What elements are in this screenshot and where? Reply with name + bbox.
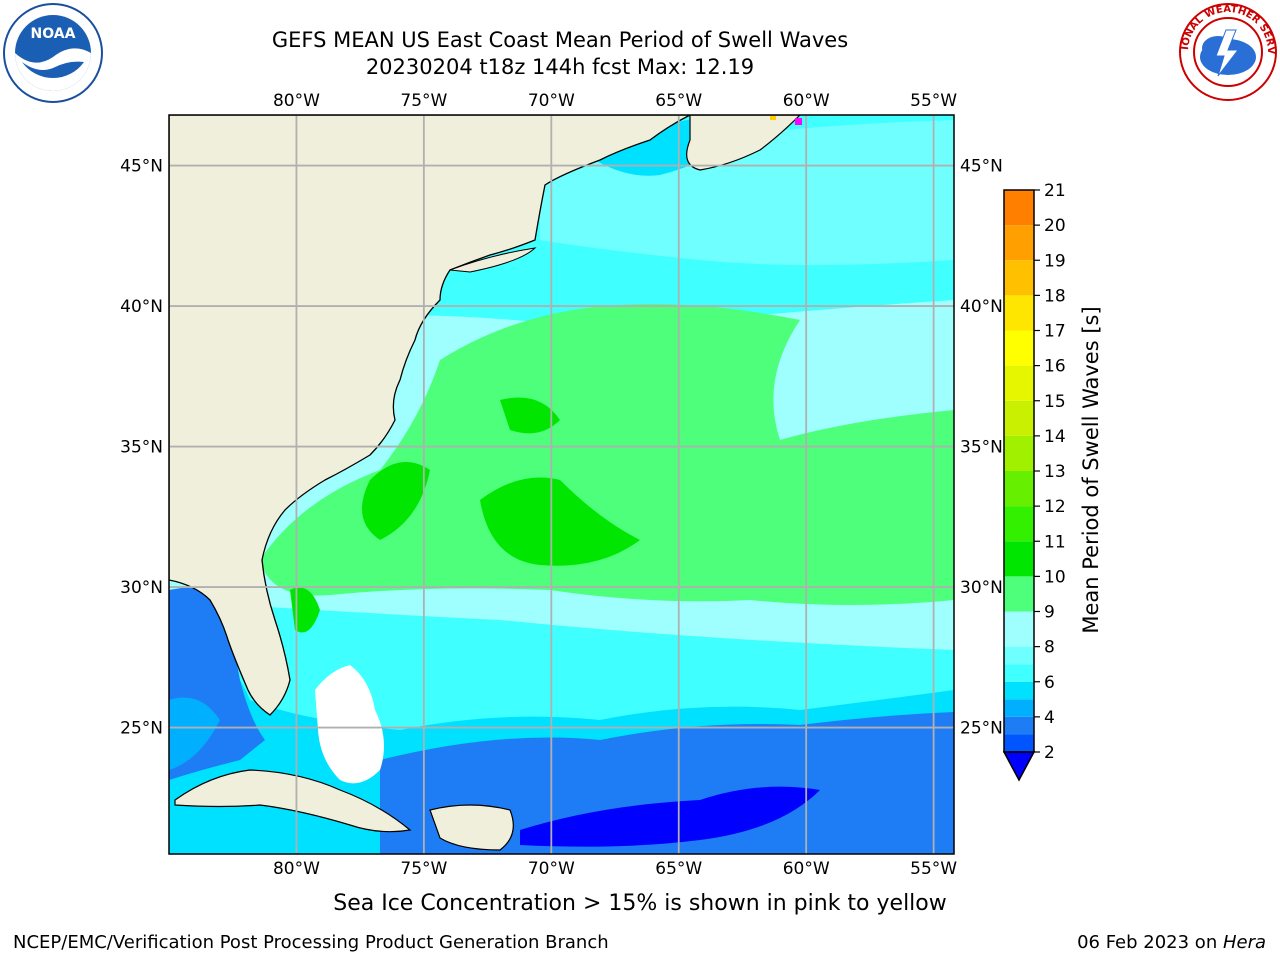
colorbar-swatch [1004, 260, 1034, 296]
colorbar-tick-label: 20 [1044, 216, 1066, 236]
colorbar-tick-label: 13 [1044, 462, 1066, 482]
colorbar-swatch [1004, 664, 1034, 682]
footer-credit: NCEP/EMC/Verification Post Processing Pr… [13, 932, 609, 953]
sea-ice-marker [795, 118, 802, 125]
colorbar-swatch [1004, 611, 1034, 647]
colorbar-tick-label: 9 [1044, 603, 1055, 623]
land-hispaniola [429, 804, 514, 851]
footer-date-text: 06 Feb 2023 on [1077, 932, 1223, 953]
land-long-island [449, 247, 537, 273]
swell-patch-10-11s-3 [290, 587, 320, 633]
swell-patch-10-11s-2 [362, 462, 430, 540]
lat-label-left: 30°N [120, 578, 163, 598]
colorbar-swatch [1004, 190, 1034, 226]
colorbar-tick-label: 10 [1044, 567, 1066, 587]
footer-date: 06 Feb 2023 on Hera [1077, 932, 1266, 953]
gulf-region-inner [169, 697, 220, 770]
colorbar-swatch [1004, 681, 1034, 700]
colorbar-swatch [1004, 435, 1034, 471]
lat-label-right: 30°N [960, 578, 1003, 598]
sea-ice-marker-2 [770, 116, 776, 120]
colorbar-tick-label: 2 [1044, 743, 1055, 763]
colorbar-under-triangle [1002, 751, 1036, 782]
swell-band-under-2s [520, 786, 820, 847]
sea-ice-footnote: Sea Ice Concentration > 15% is shown in … [333, 891, 947, 916]
colorbar-tick-label: 19 [1044, 251, 1066, 271]
colorbar: 2 4 6 8 9 10 11 12 13 14 15 16 17 18 19 20 21 Mean Perio… [1002, 181, 1103, 782]
colorbar-tick-label: 17 [1044, 322, 1066, 342]
colorbar-tick-label: 11 [1044, 532, 1066, 552]
lon-label-top: 60°W [783, 91, 830, 111]
colorbar-swatch [1004, 400, 1034, 436]
lat-labels-right: 45°N 40°N 35°N 30°N 25°N [960, 157, 1003, 739]
lat-label-left: 25°N [120, 719, 163, 739]
colorbar-swatch [1004, 330, 1034, 366]
lon-label-bottom: 55°W [910, 859, 957, 879]
land-north-america [169, 115, 691, 716]
colorbar-swatch [1004, 699, 1034, 717]
swell-patch-10-11s-1 [480, 477, 640, 566]
title-line-2: 20230204 t18z 144h fcst Max: 12.19 [365, 55, 755, 79]
lat-label-right: 45°N [960, 157, 1003, 177]
land-nova-scotia [686, 115, 801, 171]
colorbar-swatch [1004, 225, 1034, 261]
lon-label-bottom: 65°W [655, 859, 702, 879]
swell-region-9-10s [260, 304, 954, 605]
lat-label-left: 35°N [120, 438, 163, 458]
colorbar-swatch [1004, 646, 1034, 665]
colorbar-tick-label: 15 [1044, 392, 1066, 412]
colorbar-ticks: 2 4 6 8 9 10 11 12 13 14 15 16 17 18 19 20 21 [1034, 181, 1066, 763]
colorbar-swatch [1004, 365, 1034, 401]
lon-label-bottom: 75°W [400, 859, 447, 879]
colorbar-swatch [1004, 506, 1034, 542]
lon-label-bottom: 70°W [528, 859, 575, 879]
footer-host: Hera [1222, 932, 1266, 953]
lat-labels-left: 45°N 40°N 35°N 30°N 25°N [120, 157, 163, 739]
colorbar-tick-label: 21 [1044, 181, 1066, 201]
colorbar-tick-label: 12 [1044, 497, 1066, 517]
lon-label-top: 55°W [910, 91, 957, 111]
title-line-1: GEFS MEAN US East Coast Mean Period of S… [271, 28, 849, 52]
lat-label-right: 25°N [960, 719, 1003, 739]
bahamas-no-data [315, 665, 384, 784]
lat-label-right: 35°N [960, 438, 1003, 458]
land-cuba [174, 769, 412, 833]
nws-logo-icon: NATIONAL WEATHER SERVICE [1178, 2, 1277, 101]
lat-label-right: 40°N [960, 297, 1003, 317]
colorbar-tick-label: 8 [1044, 638, 1055, 658]
noaa-logo-text: NOAA [31, 26, 76, 42]
colorbar-swatch [1004, 716, 1034, 735]
colorbar-swatch [1004, 295, 1034, 331]
colorbar-swatch [1004, 541, 1034, 577]
swell-patch-10-11s-4 [500, 397, 560, 434]
swell-band-3-4s [380, 712, 954, 854]
colorbar-tick-label: 16 [1044, 357, 1066, 377]
map-frame [168, 114, 955, 855]
lat-label-left: 45°N [120, 157, 163, 177]
noaa-logo-icon: NOAA [3, 3, 103, 103]
lon-label-bottom: 80°W [273, 859, 320, 879]
colorbar-swatches [1002, 189, 1036, 782]
lon-label-top: 80°W [273, 91, 320, 111]
lon-label-bottom: 60°W [783, 859, 830, 879]
lon-label-top: 75°W [400, 91, 447, 111]
lat-label-left: 40°N [120, 297, 163, 317]
lon-label-top: 65°W [655, 91, 702, 111]
colorbar-swatch [1004, 734, 1034, 752]
colorbar-tick-label: 4 [1044, 708, 1055, 728]
gridlines [169, 115, 954, 854]
lon-labels-top: 80°W 75°W 70°W 65°W 60°W 55°W [273, 91, 957, 111]
colorbar-tick-label: 14 [1044, 427, 1066, 447]
colorbar-tick-label: 18 [1044, 286, 1066, 306]
colorbar-tick-label: 6 [1044, 673, 1055, 693]
lon-label-top: 70°W [528, 91, 575, 111]
colorbar-swatch [1004, 576, 1034, 612]
colorbar-swatch [1004, 471, 1034, 507]
lon-labels-bottom: 80°W 75°W 70°W 65°W 60°W 55°W [273, 859, 957, 879]
colorbar-label: Mean Period of Swell Waves [s] [1079, 306, 1103, 633]
